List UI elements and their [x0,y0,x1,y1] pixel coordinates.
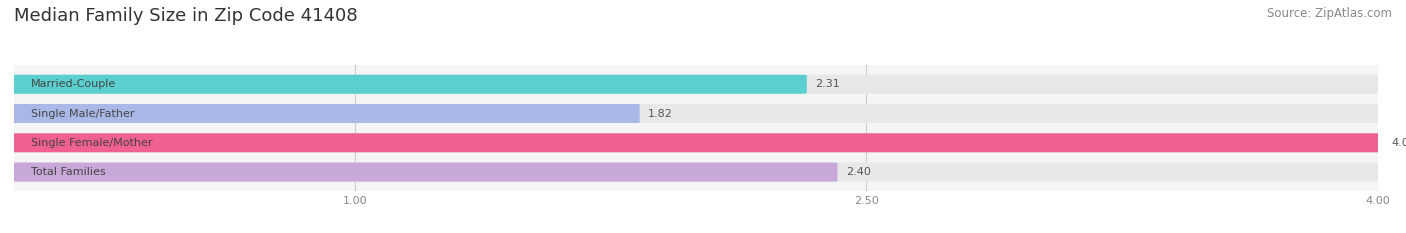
Text: 4.00: 4.00 [1392,138,1406,148]
FancyBboxPatch shape [8,75,1384,94]
FancyBboxPatch shape [8,163,838,182]
Text: Median Family Size in Zip Code 41408: Median Family Size in Zip Code 41408 [14,7,357,25]
Text: Single Female/Mother: Single Female/Mother [31,138,153,148]
FancyBboxPatch shape [8,104,1384,123]
Text: Married-Couple: Married-Couple [31,79,117,89]
Text: Source: ZipAtlas.com: Source: ZipAtlas.com [1267,7,1392,20]
Text: 2.40: 2.40 [846,167,870,177]
FancyBboxPatch shape [8,133,1384,152]
Text: Single Male/Father: Single Male/Father [31,109,135,119]
FancyBboxPatch shape [8,104,640,123]
Text: Total Families: Total Families [31,167,105,177]
FancyBboxPatch shape [8,163,1384,182]
FancyBboxPatch shape [8,133,1384,152]
FancyBboxPatch shape [8,75,807,94]
Text: 2.31: 2.31 [815,79,839,89]
Text: 1.82: 1.82 [648,109,673,119]
